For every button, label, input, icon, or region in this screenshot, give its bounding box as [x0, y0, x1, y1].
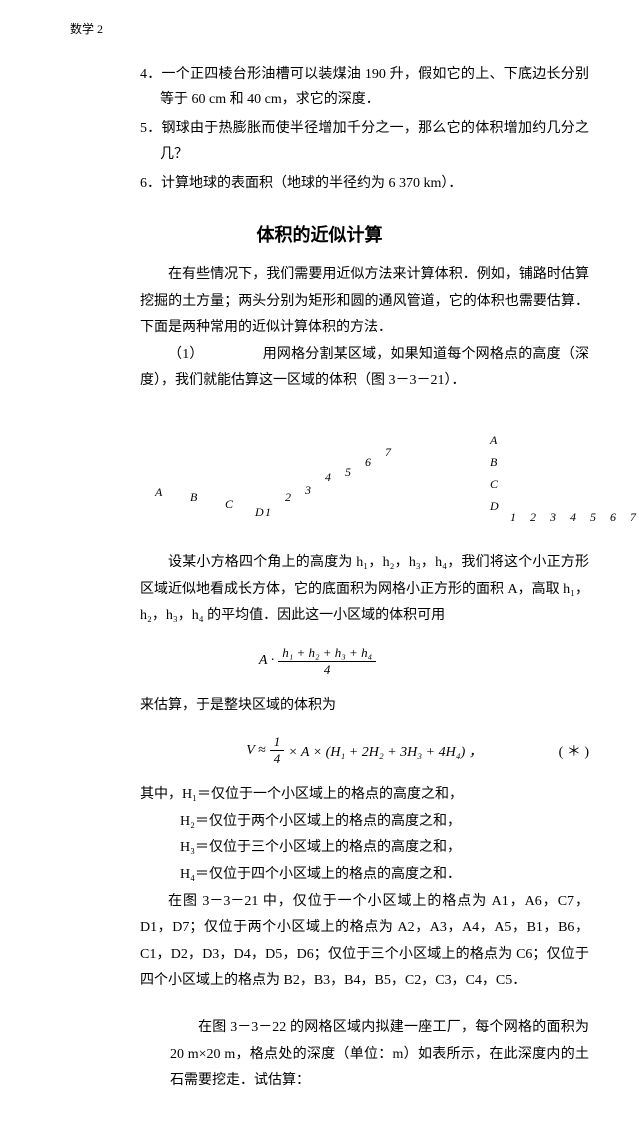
method-number: （1） [168, 347, 204, 362]
formula2-eqnum: ( ＊ ) [559, 741, 589, 761]
h4-line: H₄＝仅位于四个小区域上的格点的高度之和． [50, 862, 589, 889]
paragraph-2: （1） 用网格分割某区域，如果知道每个网格点的高度（深度），我们就能估算这一区域… [50, 342, 589, 395]
diagram-label: 4 [325, 470, 331, 485]
paragraph-5: 其中，H₁＝仅位于一个小区域上的格点的高度之和， [50, 782, 589, 809]
paragraph-1: 在有些情况下，我们需要用近似方法来计算体积．例如，铺路时估算挖掘的土方量；两头分… [50, 262, 589, 342]
figure-3-3-21: ABCD1234567ABCD1234567 [140, 415, 589, 535]
formula2-rest: × A × (H₁ + 2H₂ + 3H₃ + 4H₄) ， [288, 741, 483, 761]
formula2-numerator: 1 [270, 734, 285, 751]
formula2-lhs: V ≈ [246, 743, 265, 759]
diagram-label: 1 [265, 505, 271, 520]
diagram-label: D [490, 499, 499, 514]
paragraph-7: 在图 3－3－22 的网格区域内拟建一座工厂，每个网格的面积为 20 m×20 … [50, 1015, 589, 1095]
problem-6: 6．计算地球的表面积（地球的半径约为 6 370 km）． [50, 171, 589, 196]
formula1-numerator: h₁ + h₂ + h₃ + h₄ [278, 645, 376, 662]
page-header: 数学 2 [70, 20, 589, 37]
h2-line: H₂＝仅位于两个小区域上的格点的高度之和， [50, 809, 589, 836]
problem-5: 5．钢球由于热膨胀而使半径增加千分之一，那么它的体积增加约几分之几？ [50, 116, 589, 166]
formula2-fraction: 1 4 [270, 734, 285, 767]
diagram-label: 4 [570, 510, 576, 525]
formula1-denominator: 4 [320, 662, 335, 678]
h3-line: H₃＝仅位于三个小区域上的格点的高度之和， [50, 835, 589, 862]
diagram-label: 2 [530, 510, 536, 525]
formula2-denominator: 4 [270, 751, 285, 767]
diagram-label: 5 [345, 465, 351, 480]
paragraph-6: 在图 3－3－21 中，仅位于一个小区域上的格点为 A1，A6，C7，D1，D7… [50, 889, 589, 995]
diagram-label: A [155, 485, 162, 500]
diagram-label: 2 [285, 490, 291, 505]
paragraph-3: 设某小方格四个角上的高度为 h₁，h₂，h₃，h₄，我们将这个小正方形区域近似地… [50, 550, 589, 630]
diagram-label: 1 [510, 510, 516, 525]
formula-1: A · h₁ + h₂ + h₃ + h₄ 4 [50, 645, 589, 678]
diagram-label: 6 [610, 510, 616, 525]
diagram-label: B [490, 455, 497, 470]
page: 数学 2 4．一个正四棱台形油槽可以装煤油 190 升，假如它的上、下底边长分别… [0, 0, 639, 1125]
formula1-fraction: h₁ + h₂ + h₃ + h₄ 4 [278, 645, 376, 678]
section-title: 体积的近似计算 [50, 221, 589, 247]
diagram-label: B [190, 490, 197, 505]
formula-2: V ≈ 1 4 × A × (H₁ + 2H₂ + 3H₃ + 4H₄) ， (… [50, 734, 589, 767]
diagram-label: 3 [305, 483, 311, 498]
diagram-label: C [490, 477, 498, 492]
diagram-label: 6 [365, 455, 371, 470]
diagram-label: 7 [385, 445, 391, 460]
diagram-label: A [490, 433, 497, 448]
diagram-label: 5 [590, 510, 596, 525]
method-text: 用网格分割某区域，如果知道每个网格点的高度（深度），我们就能估算这一区域的体积（… [140, 347, 589, 389]
paragraph-4: 来估算，于是整块区域的体积为 [50, 693, 589, 720]
diagram-label: 3 [550, 510, 556, 525]
problem-4: 4．一个正四棱台形油槽可以装煤油 190 升，假如它的上、下底边长分别等于 60… [50, 62, 589, 112]
diagram-label: C [225, 497, 233, 512]
formula1-lhs: A · [259, 653, 274, 669]
diagram-label: D [255, 505, 264, 520]
diagram-label: 7 [630, 510, 636, 525]
